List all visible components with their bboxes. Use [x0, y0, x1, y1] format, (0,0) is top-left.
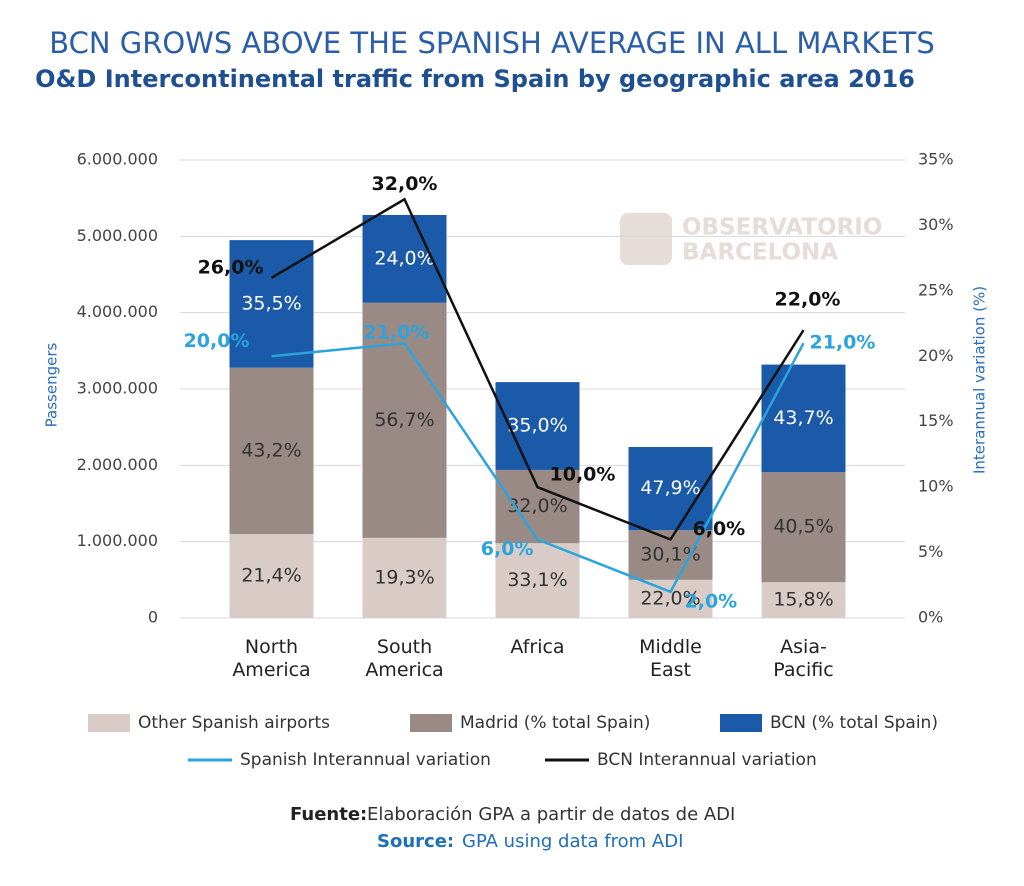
bar-label: 47,9%: [640, 477, 700, 499]
source-text: GPA using data from ADI: [462, 831, 683, 852]
bar-label: 30,1%: [640, 544, 700, 566]
x-tick-label: Middle East: [639, 636, 702, 681]
watermark: BARCELONA: [682, 240, 838, 266]
bar-label: 33,1%: [507, 569, 567, 591]
y2-tick-label: 5%: [918, 542, 943, 561]
bar-label: 35,5%: [241, 292, 301, 314]
bar-segment: [362, 302, 447, 538]
legend-label: BCN Interannual variation: [597, 750, 817, 770]
y2-tick-label: 35%: [918, 150, 954, 169]
bar-segment: [229, 367, 314, 535]
bar-segment: [495, 543, 580, 618]
bar-segment: [761, 582, 846, 618]
line-label: 2,0%: [685, 590, 738, 612]
bar-label: 43,7%: [773, 407, 833, 429]
x-tick-label: South America: [365, 636, 444, 681]
legend-label: BCN (% total Spain): [770, 713, 938, 733]
bar-segment: [628, 579, 713, 618]
bar-label: 19,3%: [374, 566, 434, 588]
bar-segment: [628, 447, 713, 531]
source-text: Elaboración GPA a partir de datos de ADI: [367, 804, 735, 825]
legend-label: Other Spanish airports: [138, 713, 330, 733]
x-tick-label: Asia-Pacific: [773, 636, 834, 681]
y-tick-label: 2.000.000: [77, 455, 158, 474]
legend-label: Spanish Interannual variation: [240, 750, 491, 770]
line-label: 10,0%: [550, 464, 616, 486]
legend-swatch: [410, 714, 452, 732]
legend-label: Madrid (% total Spain): [460, 713, 650, 733]
bar-label: 43,2%: [241, 439, 301, 461]
bar-segment: [495, 469, 580, 544]
line: [270, 197, 805, 542]
bar-label: 15,8%: [773, 589, 833, 611]
y-tick-label: 3.000.000: [77, 379, 158, 398]
bar-label: 32,0%: [507, 495, 567, 517]
line-label: 22,0%: [775, 289, 841, 311]
y-tick-label: 4.000.000: [77, 302, 158, 321]
chart-subtitle: O&D Intercontinental traffic from Spain …: [35, 65, 915, 93]
y-tick-label: 1.000.000: [77, 531, 158, 550]
y2-axis-title: Interannual variation (%): [971, 286, 989, 474]
line-label: 6,0%: [693, 518, 746, 540]
y-axis-title: Passengers: [43, 342, 61, 427]
line-label: 32,0%: [372, 173, 438, 195]
bar-label: 35,0%: [507, 415, 567, 437]
watermark-icon: [620, 213, 672, 265]
x-tick-label: North America: [232, 636, 311, 681]
bar-label: 40,5%: [773, 516, 833, 538]
line-label: 21,0%: [810, 332, 876, 354]
bar-label: 24,0%: [374, 247, 434, 269]
bar-label: 22,0%: [640, 587, 700, 609]
line: [271, 341, 805, 594]
y2-tick-label: 0%: [918, 608, 943, 627]
y2-tick-label: 25%: [918, 280, 954, 299]
bar-segment: [761, 472, 846, 583]
line-label: 21,0%: [364, 322, 430, 344]
bar-segment: [761, 364, 846, 473]
x-tick-label: Africa: [510, 636, 565, 658]
bar-segment: [362, 537, 447, 618]
y2-tick-label: 10%: [918, 477, 954, 496]
line-label: 26,0%: [198, 256, 264, 278]
chart-title: BCN GROWS ABOVE THE SPANISH AVERAGE IN A…: [49, 26, 935, 60]
legend-swatch: [720, 714, 762, 732]
source-label: Fuente:: [290, 804, 367, 825]
bar-segment: [229, 534, 314, 618]
y-tick-label: 6.000.000: [77, 150, 158, 169]
line-label: 20,0%: [184, 330, 250, 352]
source-label: Source:: [377, 831, 454, 852]
y-tick-label: 5.000.000: [77, 226, 158, 245]
y-tick-label: 0: [148, 608, 158, 627]
y2-tick-label: 20%: [918, 346, 954, 365]
bar-label: 21,4%: [241, 565, 301, 587]
y2-tick-label: 30%: [918, 215, 954, 234]
legend-swatch: [88, 714, 130, 732]
y2-tick-label: 15%: [918, 411, 954, 430]
bar-label: 56,7%: [374, 409, 434, 431]
line-label: 6,0%: [481, 538, 534, 560]
